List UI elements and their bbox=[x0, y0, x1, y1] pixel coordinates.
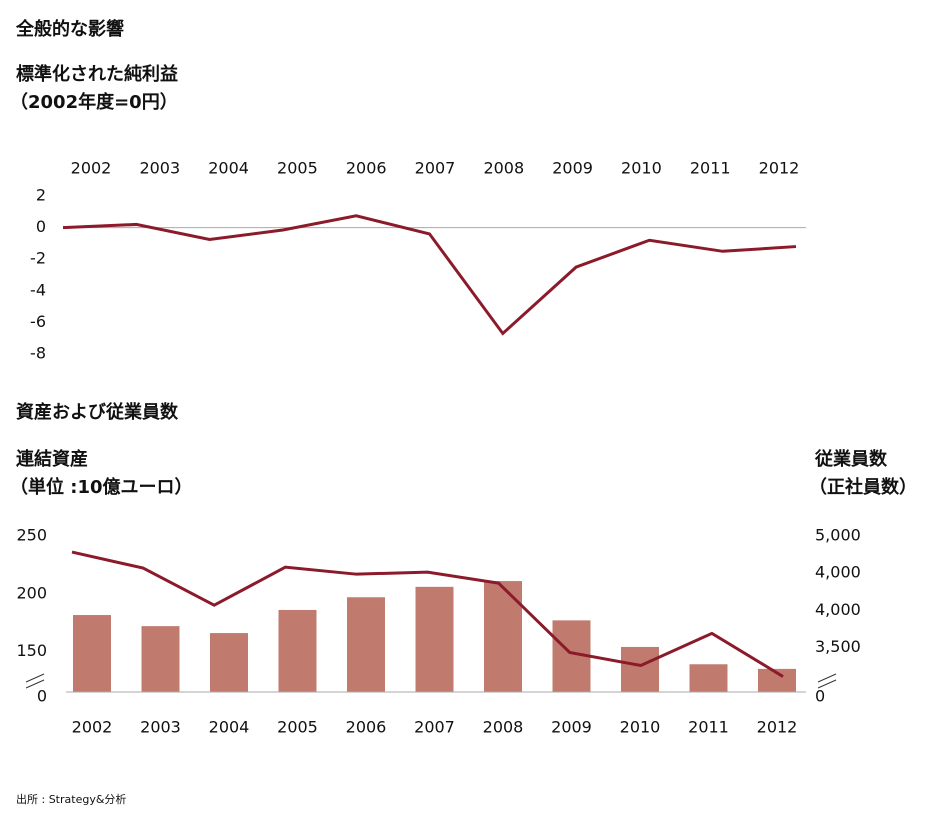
x-tick-label: 2003 bbox=[139, 159, 180, 178]
heading: 全般的な影響 bbox=[15, 18, 124, 40]
y-tick-label: 2 bbox=[36, 186, 46, 205]
y2-tick-label: 0 bbox=[815, 687, 825, 706]
x-tick-label: 2003 bbox=[140, 718, 181, 737]
bar bbox=[415, 586, 454, 692]
x-tick-label: 2010 bbox=[621, 159, 662, 178]
x-tick-label: 2008 bbox=[483, 159, 524, 178]
x-tick-label: 2006 bbox=[346, 159, 387, 178]
y2-tick-label: 4,000 bbox=[815, 600, 861, 619]
y-tick-label: 200 bbox=[16, 583, 47, 602]
y2-axis-label: （正社員数） bbox=[809, 476, 917, 498]
x-tick-label: 2010 bbox=[620, 718, 661, 737]
bar bbox=[278, 609, 317, 692]
y-axis-label: 連結資産 bbox=[16, 448, 88, 470]
chart-title: 資産および従業員数 bbox=[16, 401, 179, 423]
chart-subtitle: （2002年度=0円） bbox=[10, 91, 178, 113]
bar bbox=[347, 597, 385, 692]
bar bbox=[758, 668, 796, 692]
y-tick-label: -4 bbox=[30, 280, 46, 299]
y-tick-label: 0 bbox=[36, 217, 46, 236]
y2-tick-label: 3,500 bbox=[815, 637, 861, 656]
x-tick-label: 2002 bbox=[71, 159, 112, 178]
x-tick-label: 2012 bbox=[759, 159, 800, 178]
x-tick-label: 2011 bbox=[690, 159, 731, 178]
y2-axis-label: 従業員数 bbox=[814, 448, 888, 470]
x-tick-label: 2005 bbox=[277, 159, 318, 178]
line bbox=[62, 214, 797, 336]
y-tick-label: -8 bbox=[30, 344, 46, 363]
x-tick-label: 2005 bbox=[277, 718, 318, 737]
y2-tick-label: 5,000 bbox=[815, 526, 861, 545]
y-tick-label: 0 bbox=[37, 687, 47, 706]
x-tick-label: 2004 bbox=[208, 159, 249, 178]
x-tick-label: 2011 bbox=[688, 718, 729, 737]
bar bbox=[621, 646, 659, 692]
line bbox=[71, 550, 784, 678]
axis-break bbox=[25, 673, 837, 689]
y-tick-label: 250 bbox=[16, 526, 47, 545]
x-tick-label: 2008 bbox=[483, 718, 524, 737]
chart-title: 標準化された純利益 bbox=[16, 63, 178, 85]
y-tick-label: -2 bbox=[30, 249, 46, 268]
x-tick-label: 2007 bbox=[414, 718, 455, 737]
bar bbox=[689, 664, 728, 692]
y2-tick-label: 4,000 bbox=[815, 563, 861, 582]
y-tick-label: 150 bbox=[16, 641, 47, 660]
bar bbox=[73, 615, 111, 692]
bar bbox=[210, 633, 248, 692]
x-tick-label: 2012 bbox=[757, 718, 798, 737]
x-tick-label: 2002 bbox=[72, 718, 113, 737]
x-tick-label: 2009 bbox=[552, 159, 593, 178]
x-tick-label: 2006 bbox=[346, 718, 387, 737]
x-tick-label: 2007 bbox=[415, 159, 456, 178]
source: 出所 : Strategy&分析 bbox=[16, 792, 126, 806]
bar bbox=[484, 581, 522, 692]
x-tick-label: 2004 bbox=[209, 718, 250, 737]
y-tick-label: -6 bbox=[30, 312, 46, 331]
bar bbox=[141, 626, 180, 692]
y-axis-label: （単位 :10億ユーロ） bbox=[10, 476, 193, 498]
x-tick-label: 2009 bbox=[551, 718, 592, 737]
